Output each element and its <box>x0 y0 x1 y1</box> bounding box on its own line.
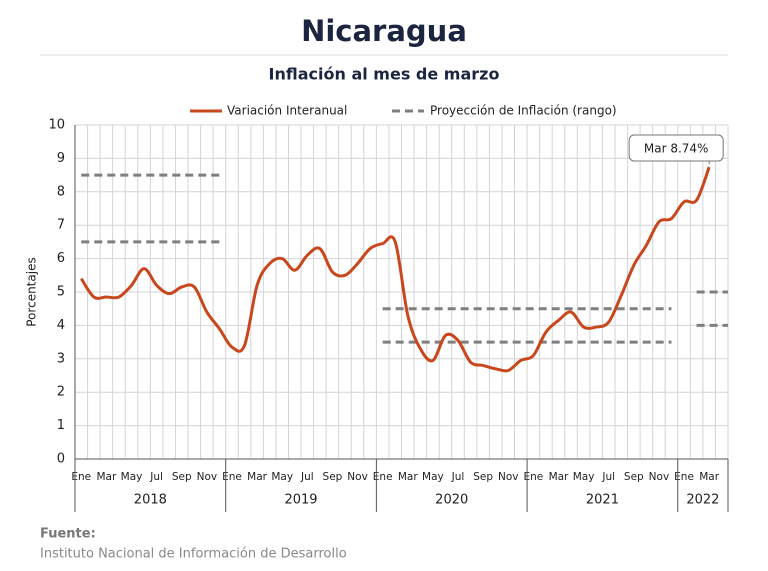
x-group-label: 2020 <box>435 493 468 508</box>
x-tick-label: May <box>573 471 595 483</box>
x-tick-label: Jul <box>149 471 163 483</box>
legend-label: Proyección de Inflación (rango) <box>430 104 617 118</box>
x-tick-label: Ene <box>523 471 543 483</box>
y-tick-label: 4 <box>57 318 65 333</box>
x-tick-label: Mar <box>549 471 569 483</box>
x-tick-label: Nov <box>649 471 670 483</box>
footer-source: Instituto Nacional de Información de Des… <box>40 547 347 562</box>
x-tick-label: Mar <box>247 471 267 483</box>
annotation: Mar 8.74% <box>644 142 709 156</box>
chart-subtitle: Inflación al mes de marzo <box>269 65 500 84</box>
x-tick-label: Nov <box>347 471 368 483</box>
y-tick-label: 9 <box>57 151 65 166</box>
y-tick-label: 3 <box>57 351 65 366</box>
x-tick-label: May <box>121 471 143 483</box>
y-tick-label: 10 <box>48 118 65 133</box>
y-tick-label: 7 <box>57 218 65 233</box>
x-tick-label: Jul <box>451 471 465 483</box>
x-tick-label: Jul <box>300 471 314 483</box>
x-tick-label: Ene <box>222 471 242 483</box>
y-tick-label: 5 <box>57 285 65 300</box>
x-tick-label: May <box>271 471 293 483</box>
x-tick-label: Nov <box>498 471 519 483</box>
x-tick-label: Sep <box>172 471 192 483</box>
x-tick-label: Sep <box>624 471 644 483</box>
x-tick-label: Mar <box>96 471 116 483</box>
x-tick-label: Sep <box>473 471 493 483</box>
x-tick-label: Mar <box>398 471 418 483</box>
y-tick-label: 2 <box>57 385 65 400</box>
y-tick-label: 1 <box>57 418 65 433</box>
x-tick-label: Ene <box>674 471 694 483</box>
x-group-label: 2022 <box>686 493 719 508</box>
y-axis-label: Porcentajes <box>25 257 39 326</box>
chart-title: Nicaragua <box>301 14 467 48</box>
x-group-label: 2018 <box>134 493 167 508</box>
legend-label: Variación Interanual <box>227 104 347 118</box>
annotation-box <box>628 134 724 162</box>
x-tick-label: Ene <box>373 471 393 483</box>
x-tick-label: Mar <box>699 471 719 483</box>
x-tick-label: Sep <box>323 471 343 483</box>
y-tick-label: 8 <box>57 184 65 199</box>
x-tick-label: Jul <box>601 471 615 483</box>
y-tick-label: 6 <box>57 251 65 266</box>
x-group-label: 2021 <box>586 493 619 508</box>
data-line <box>80 166 711 373</box>
footer-label: Fuente: <box>40 527 96 542</box>
y-tick-label: 0 <box>57 452 65 467</box>
x-tick-label: May <box>422 471 444 483</box>
x-tick-label: Nov <box>197 471 218 483</box>
x-tick-label: Ene <box>71 471 91 483</box>
x-group-label: 2019 <box>284 493 317 508</box>
